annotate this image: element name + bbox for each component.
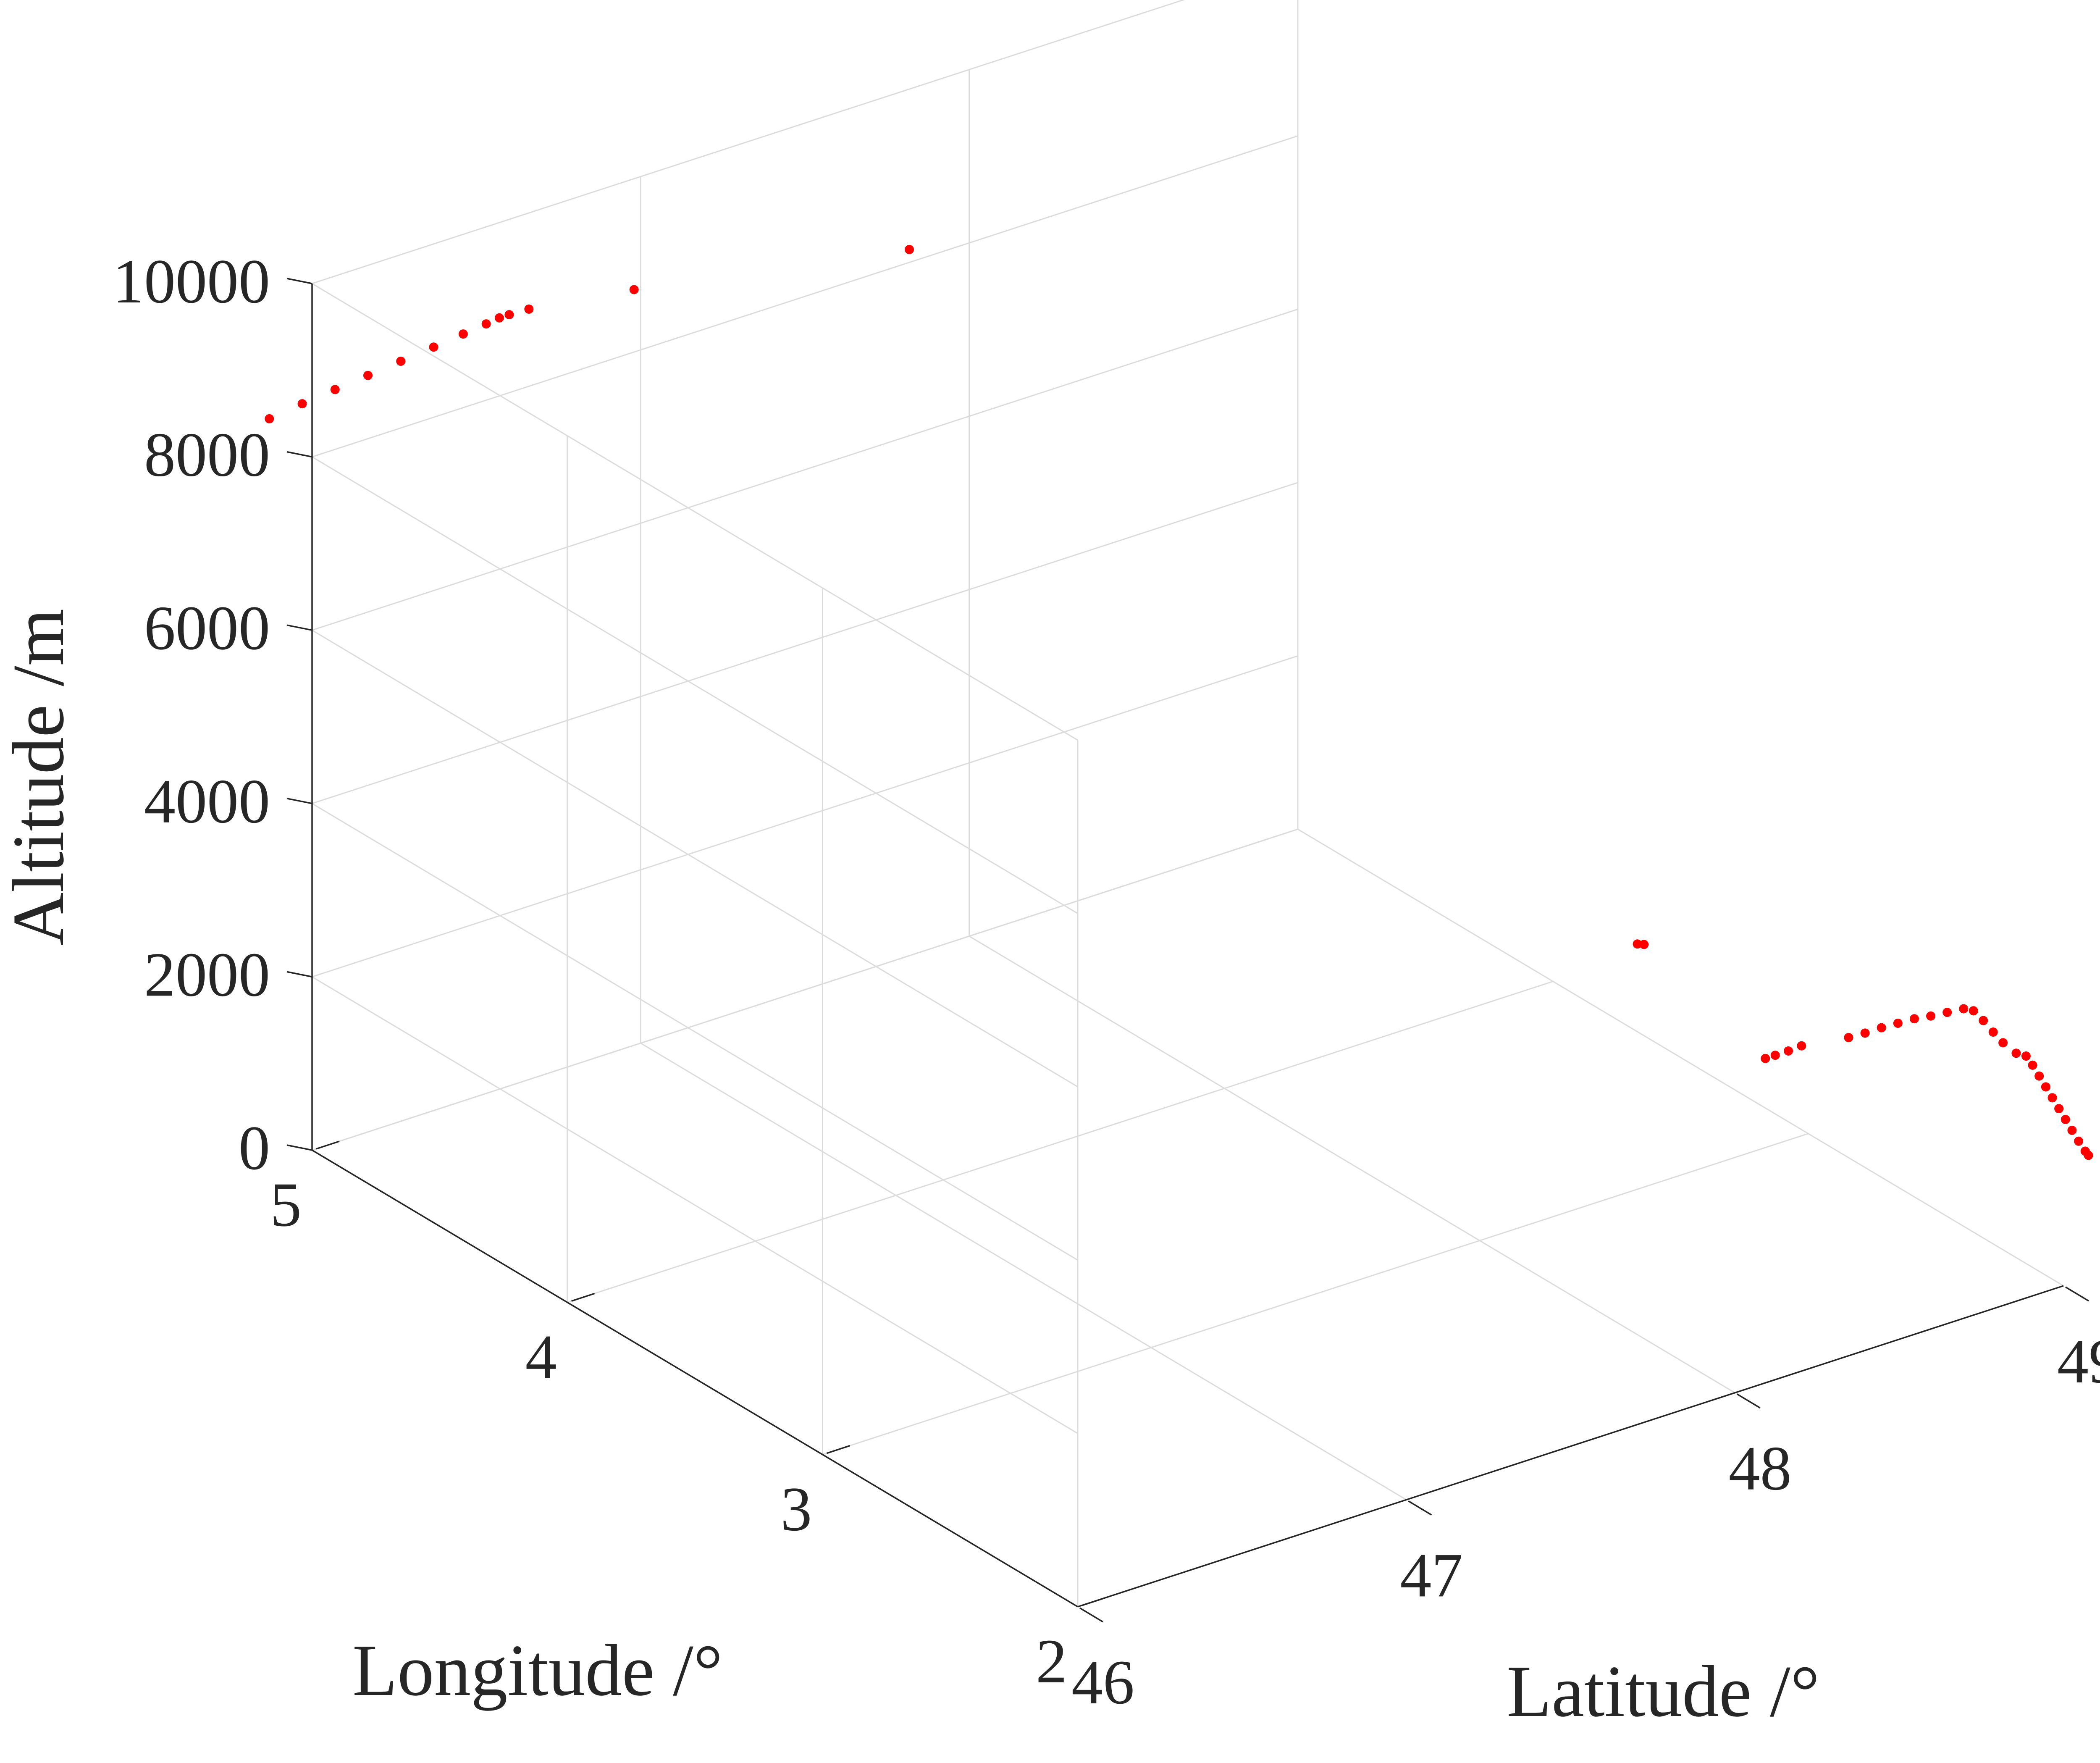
x-tick-label: 2 [1036, 1626, 1067, 1696]
z-axis-label: Altitude /m [0, 609, 79, 946]
data-point [1893, 1018, 1903, 1028]
data-point [2034, 1071, 2044, 1081]
data-point [458, 329, 468, 339]
z-tick-label: 0 [239, 1113, 270, 1183]
data-point [1909, 1014, 1919, 1024]
data-point [1969, 1006, 1978, 1016]
z-tick-label: 8000 [144, 420, 270, 490]
data-point [1761, 1054, 1770, 1063]
data-point [1979, 1016, 1988, 1025]
data-point [330, 385, 340, 394]
grid-lines [311, 0, 2064, 1608]
grid-line [822, 1133, 1809, 1456]
grid-line [969, 935, 1735, 1393]
data-point [429, 342, 438, 352]
x-tick [571, 1293, 595, 1302]
data-point [1877, 1023, 1886, 1033]
data-point [265, 414, 274, 423]
data-point [2048, 1093, 2057, 1103]
x-tick [826, 1445, 850, 1454]
z-tick-label: 10000 [113, 247, 270, 316]
data-point [494, 313, 504, 323]
grid-line [1297, 828, 2064, 1287]
y-tick [1079, 1607, 1103, 1623]
data-point [1988, 1027, 1998, 1037]
x-tick [316, 1140, 340, 1150]
data-point [1926, 1011, 1936, 1021]
data-point [2084, 1151, 2093, 1160]
data-point [1633, 939, 1642, 949]
y-axis-label: Latitude /° [1507, 1650, 1819, 1732]
data-point [2067, 1125, 2077, 1135]
axes [286, 278, 2089, 1623]
data-point [2041, 1082, 2050, 1092]
y-tick-label: 46 [1071, 1647, 1134, 1717]
z-tick [286, 278, 312, 284]
z-tick [286, 624, 312, 631]
x-axis-line [312, 1149, 1078, 1608]
data-point [1860, 1028, 1870, 1038]
data-point [629, 285, 639, 294]
x-tick-label: 5 [270, 1170, 302, 1240]
grid-line [312, 456, 1078, 914]
z-tick [286, 451, 312, 458]
data-point [2028, 1060, 2037, 1070]
x-tick-label: 4 [525, 1322, 557, 1392]
y-tick-label: 48 [1729, 1434, 1792, 1503]
data-point [1844, 1033, 1853, 1043]
x-axis-label: Longitude /° [352, 1629, 723, 1711]
data-point [504, 310, 514, 320]
data-point [2074, 1136, 2084, 1146]
data-point [297, 399, 307, 409]
data-points [265, 245, 2093, 1160]
y-tick [1408, 1500, 1432, 1516]
tick-labels: 2345464748490200040006000800010000 [113, 247, 2100, 1717]
grid-line [312, 135, 1298, 458]
data-point [396, 356, 406, 366]
data-point [1797, 1041, 1806, 1051]
z-tick [286, 1144, 312, 1151]
y-tick [1736, 1393, 1761, 1409]
data-point [2011, 1048, 2021, 1058]
data-point [1998, 1038, 2008, 1048]
data-point [524, 304, 534, 314]
grid-line [312, 482, 1298, 804]
grid-line [312, 976, 1078, 1434]
data-point [905, 245, 914, 255]
y-tick [2065, 1286, 2089, 1302]
grid-line [312, 308, 1298, 631]
grid-line [567, 980, 1554, 1303]
grid-line [312, 828, 1298, 1151]
data-point [1959, 1004, 1969, 1014]
grid-line [312, 283, 1078, 741]
data-point [1784, 1046, 1793, 1056]
grid-line [640, 1043, 1407, 1500]
y-tick-label: 49 [2057, 1327, 2100, 1396]
z-tick-label: 6000 [144, 593, 270, 663]
data-point [1639, 940, 1649, 949]
z-tick [286, 971, 312, 978]
grid-line [312, 0, 1185, 284]
data-point [363, 370, 373, 380]
data-point [2054, 1104, 2064, 1114]
z-tick [286, 798, 312, 804]
data-point [1770, 1051, 1780, 1060]
z-tick-label: 4000 [144, 767, 270, 836]
data-point [2061, 1115, 2070, 1125]
grid-line [312, 629, 1078, 1088]
data-point [481, 319, 491, 329]
grid-line [312, 803, 1078, 1261]
data-point [1942, 1008, 1952, 1017]
x-tick [1082, 1597, 1105, 1606]
y-axis-line [1077, 1285, 2064, 1608]
grid-line [312, 655, 1298, 977]
z-tick-label: 2000 [144, 940, 270, 1009]
data-point [2021, 1051, 2031, 1061]
y-tick-label: 47 [1400, 1540, 1463, 1610]
x-tick-label: 3 [780, 1474, 812, 1544]
